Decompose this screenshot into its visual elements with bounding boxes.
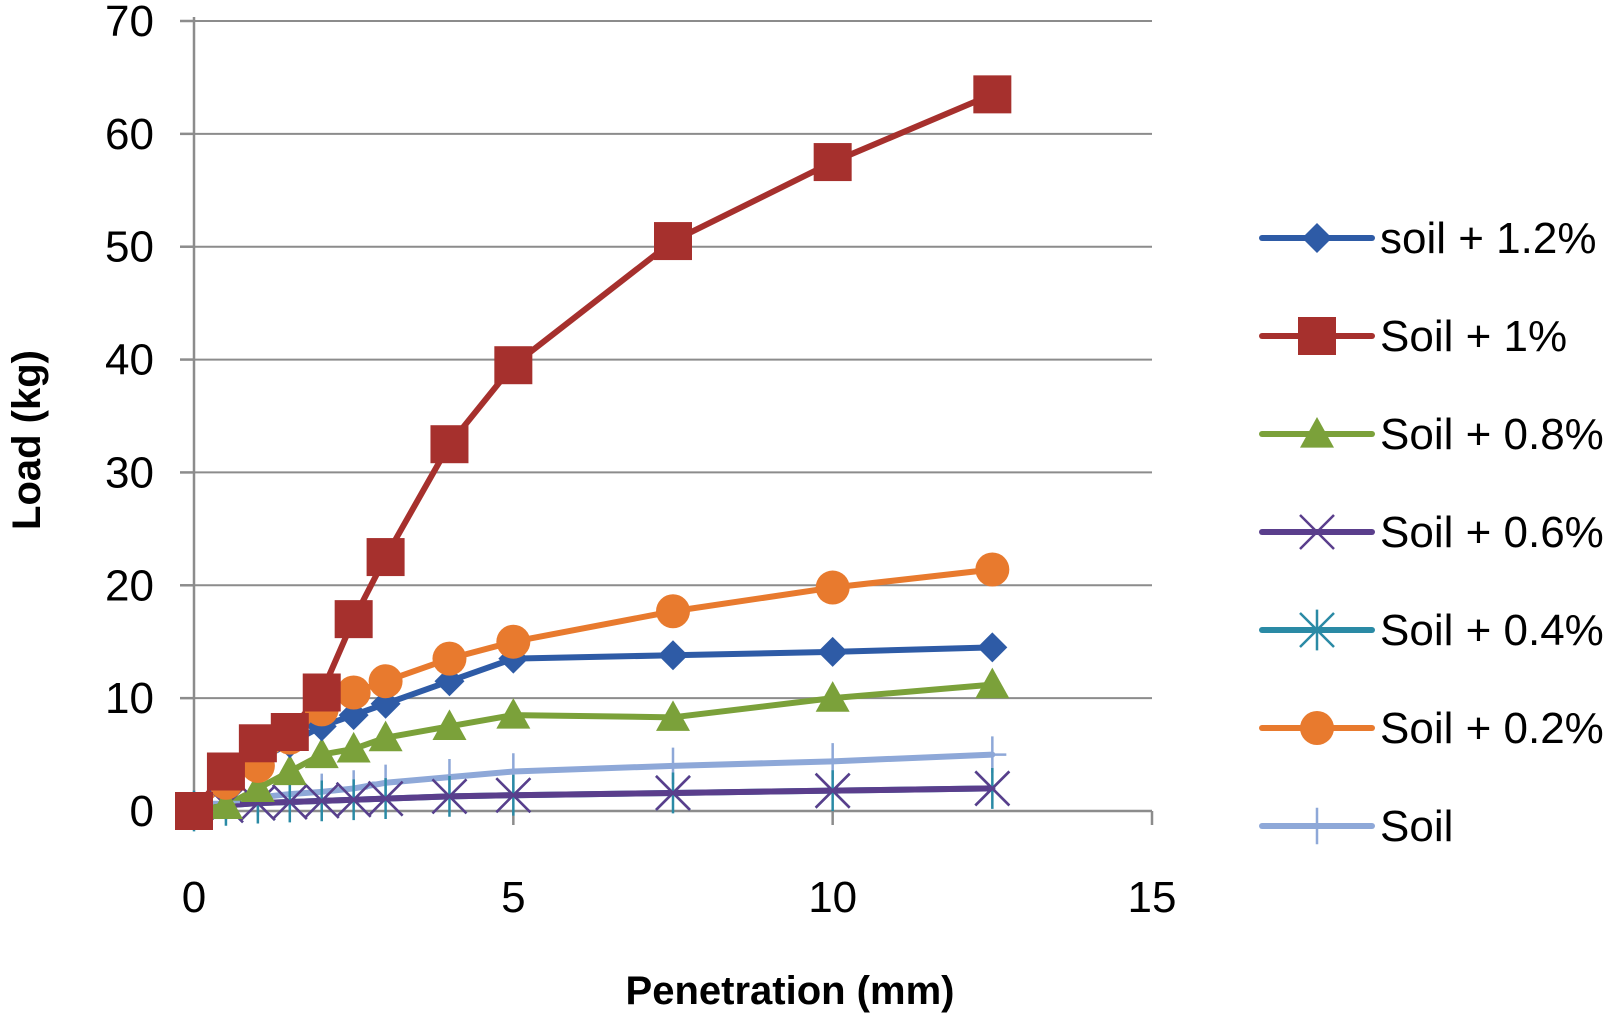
data-point-diamond [1302, 223, 1332, 253]
data-point-x [655, 775, 691, 811]
data-point-triangle [432, 709, 467, 740]
legend-label: Soil + 0.2% [1380, 704, 1604, 753]
data-point-triangle [272, 754, 307, 786]
data-point-square [1298, 317, 1336, 355]
data-point-circle [656, 594, 690, 629]
y-tick-label: 40 [105, 336, 154, 385]
data-point-triangle [656, 700, 690, 731]
data-point-square [973, 75, 1012, 114]
data-point-x [335, 781, 372, 818]
data-point-square [494, 346, 533, 385]
data-point-circle [368, 664, 403, 699]
data-point-diamond [658, 640, 688, 671]
x-tick-label: 0 [182, 873, 206, 922]
data-point-x [303, 782, 340, 819]
data-point-triangle [1300, 417, 1334, 448]
data-point-circle [432, 641, 467, 676]
legend-item: Soil [1259, 802, 1453, 851]
x-tick-label: 10 [808, 873, 857, 922]
data-point-triangle [368, 720, 403, 752]
legend-item: soil + 1.2% [1259, 214, 1596, 263]
data-point-plus [1303, 807, 1331, 845]
legend: soil + 1.2% Soil + 1% Soil + 0.8% Soil + 0.… [1259, 214, 1604, 851]
data-point-diamond [977, 632, 1008, 663]
data-point-square [334, 600, 373, 639]
data-point-x [974, 770, 1011, 807]
data-point-x [814, 772, 851, 809]
legend-item: Soil + 0.6% [1259, 508, 1604, 557]
legend-item: Soil + 1% [1259, 312, 1567, 361]
legend-label: Soil + 1% [1380, 312, 1567, 361]
data-point-square [175, 792, 213, 830]
x-tick-label: 5 [501, 873, 525, 922]
data-point-triangle [240, 771, 275, 803]
legend-label: Soil + 0.4% [1380, 606, 1604, 655]
legend-item: Soil + 0.2% [1259, 704, 1604, 753]
data-point-triangle [304, 737, 339, 769]
data-point-star [1299, 609, 1335, 651]
data-point-x [495, 777, 532, 814]
legend-item: Soil + 0.8% [1259, 410, 1604, 459]
data-point-circle [975, 552, 1010, 587]
legend-label: Soil + 0.6% [1380, 508, 1604, 557]
data-point-x [431, 778, 468, 815]
data-point-diamond [817, 636, 848, 667]
data-point-square [813, 143, 852, 182]
data-point-x [367, 780, 404, 817]
data-point-square [270, 713, 309, 751]
y-axis-title: Load (kg) [5, 350, 49, 530]
data-point-plus [978, 736, 1007, 773]
y-tick-label: 30 [105, 448, 154, 497]
data-point-circle [1300, 711, 1334, 745]
y-tick-label: 0 [130, 787, 154, 836]
data-point-triangle [815, 681, 850, 712]
data-point-square [302, 673, 341, 712]
data-point-x [1299, 514, 1335, 550]
legend-label: soil + 1.2% [1380, 214, 1596, 263]
y-tick-label: 10 [105, 674, 154, 723]
series-markers [175, 75, 1012, 832]
data-point-square [238, 724, 277, 763]
data-point-circle [815, 570, 850, 605]
data-point-triangle [975, 667, 1010, 699]
y-tick-label: 50 [105, 223, 154, 272]
y-tick-label: 70 [105, 0, 154, 46]
y-tick-label: 20 [105, 561, 154, 610]
series-line-3 [191, 785, 996, 814]
data-point-x [239, 785, 276, 821]
data-point-square [654, 222, 692, 261]
data-point-circle [496, 624, 531, 659]
data-point-square [430, 425, 469, 464]
legend-label: Soil + 0.8% [1380, 410, 1604, 459]
data-point-circle [336, 675, 371, 710]
data-point-x [271, 784, 308, 820]
legend-item: Soil + 0.4% [1259, 606, 1604, 655]
data-point-triangle [208, 788, 243, 819]
data-point-square [366, 538, 405, 577]
y-tick-label: 60 [105, 110, 154, 159]
legend-label: Soil [1380, 802, 1453, 851]
data-point-triangle [496, 698, 531, 729]
data-point-square [206, 752, 245, 791]
x-axis-title: Penetration (mm) [626, 969, 955, 1013]
x-tick-label: 15 [1128, 873, 1177, 922]
data-point-triangle [336, 731, 371, 763]
tick-labels: 0 10 20 30 40 50 60 70 0 5 10 15 [105, 0, 1176, 922]
